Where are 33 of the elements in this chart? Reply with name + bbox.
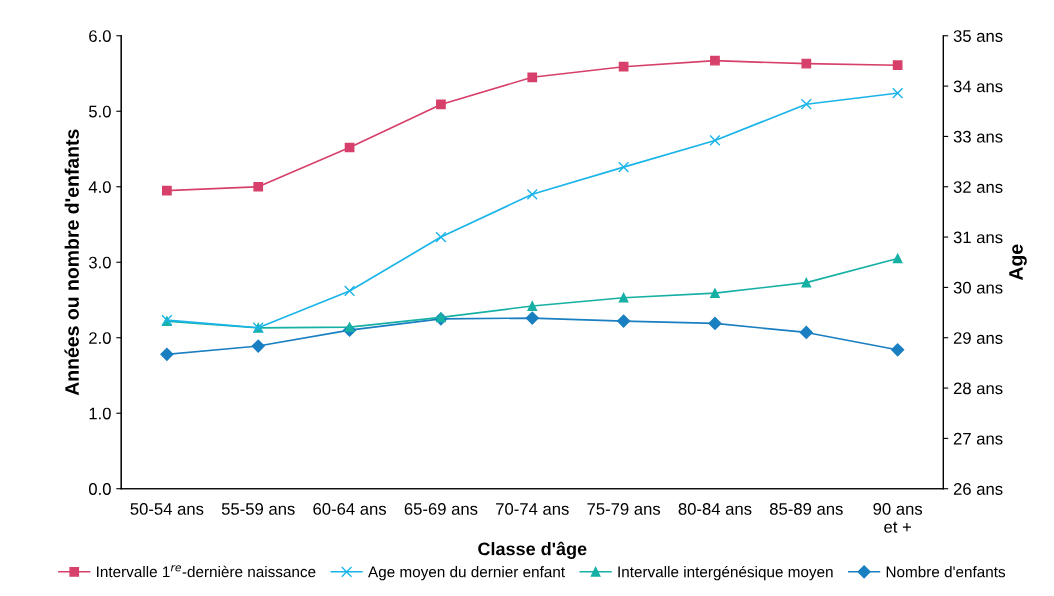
y2-tick-label: 30 ans [953,281,1003,294]
y2-tick-label: 34 ans [953,80,1003,93]
x-tick-label: 60-64 ans [313,503,387,515]
y-tick-label: 5.0 [88,105,111,118]
x-tick-label: 80-84 ans [678,503,752,515]
y-tick-label: 6.0 [89,30,111,42]
x-tick-label: 50-54 ans [130,503,204,515]
y2-tick-label: 28 ans [953,382,1003,395]
x-axis-title: Classe d'âge [478,541,587,559]
x-tick-label: 90 ans et + [873,503,923,533]
y-tick-label: 0.0 [88,483,111,495]
x-tick-label: 65-69 ans [404,503,478,515]
legend-label: Intervalle intergénésique moyen [618,565,833,581]
y-tick-label: 3.0 [88,256,111,269]
x-tick-label: 70-74 ans [496,503,569,515]
y2-tick-label: 33 ans [953,130,1003,143]
y2-tick-label: 35 ans [953,30,1003,42]
legend-label: Age moyen du dernier enfant [368,566,565,581]
x-tick-label: 85-89 ans [769,503,843,515]
legend-label: Intervalle 1$^{re}$-dernière naissance [97,565,316,578]
y2-tick-label: 31 ans [953,231,1003,244]
x-tick-label: 55-59 ans [221,503,295,515]
y-tick-label: 2.0 [89,332,111,344]
y2-tick-label: 26 ans [953,483,1003,495]
x-tick-label: 75-79 ans [587,503,661,515]
y2-tick-label: 27 ans [953,432,1003,445]
y2-tick-label: 32 ans [953,181,1003,193]
legend-label: Nombre d'enfants [886,566,1006,578]
y2-tick-label: 29 ans [953,332,1003,344]
y-tick-label: 4.0 [88,181,111,193]
y-axis-title: Années ou nombre d'enfants [64,129,79,396]
y2-axis-title: Age [1009,244,1027,281]
y-tick-label: 1.0 [89,407,111,420]
